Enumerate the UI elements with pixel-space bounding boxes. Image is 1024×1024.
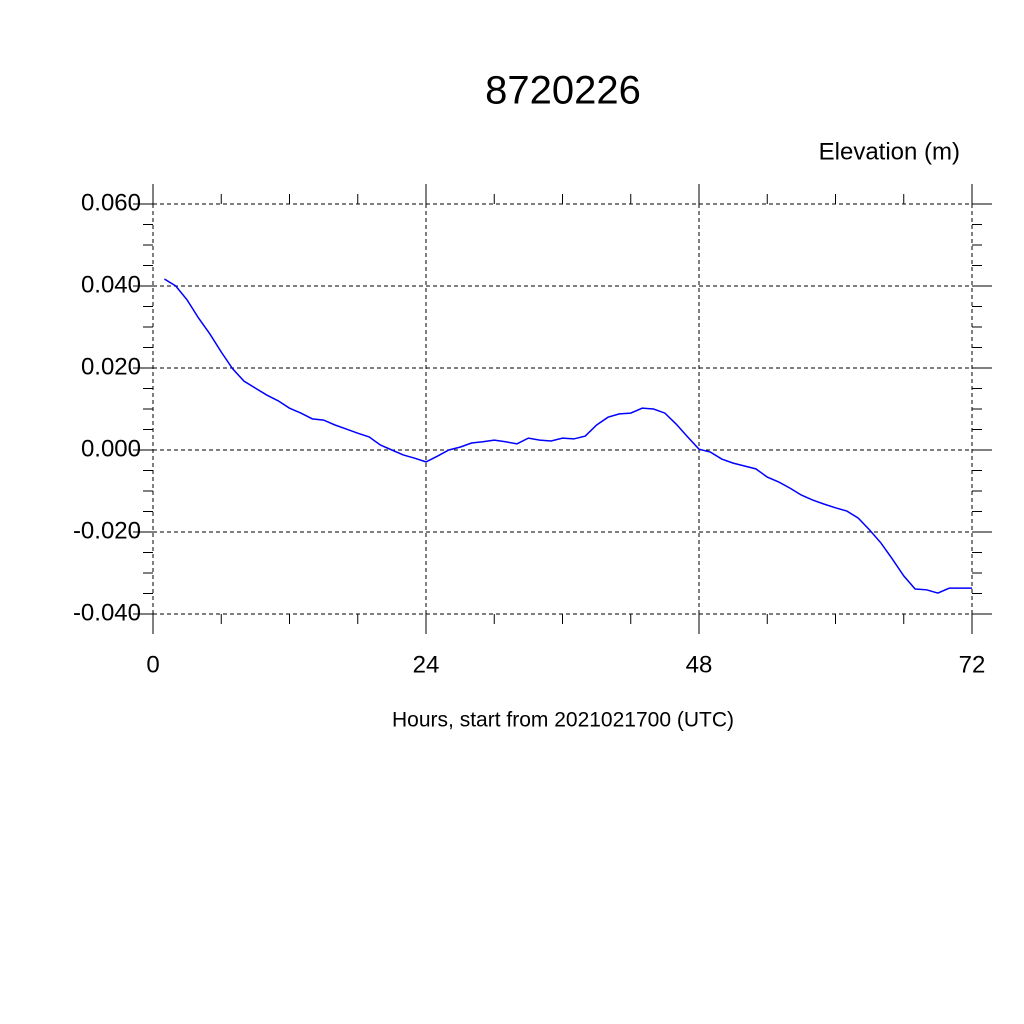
y-tick-label: 0.020 xyxy=(81,353,141,380)
x-tick-label: 48 xyxy=(686,651,713,678)
x-tick-label: 72 xyxy=(959,651,986,678)
y-axis-label: Elevation (m) xyxy=(819,138,960,165)
y-tick-label: 0.060 xyxy=(81,189,141,216)
chart-title: 8720226 xyxy=(485,69,641,113)
x-tick-label: 0 xyxy=(146,651,159,678)
y-tick-label: 0.000 xyxy=(81,435,141,462)
x-tick-label: 24 xyxy=(413,651,440,678)
data-line xyxy=(163,278,972,594)
x-axis-label: Hours, start from 2021021700 (UTC) xyxy=(392,709,734,732)
y-tick-label: -0.040 xyxy=(73,599,141,626)
y-tick-label: 0.040 xyxy=(81,271,141,298)
y-tick-label: -0.020 xyxy=(73,517,141,544)
